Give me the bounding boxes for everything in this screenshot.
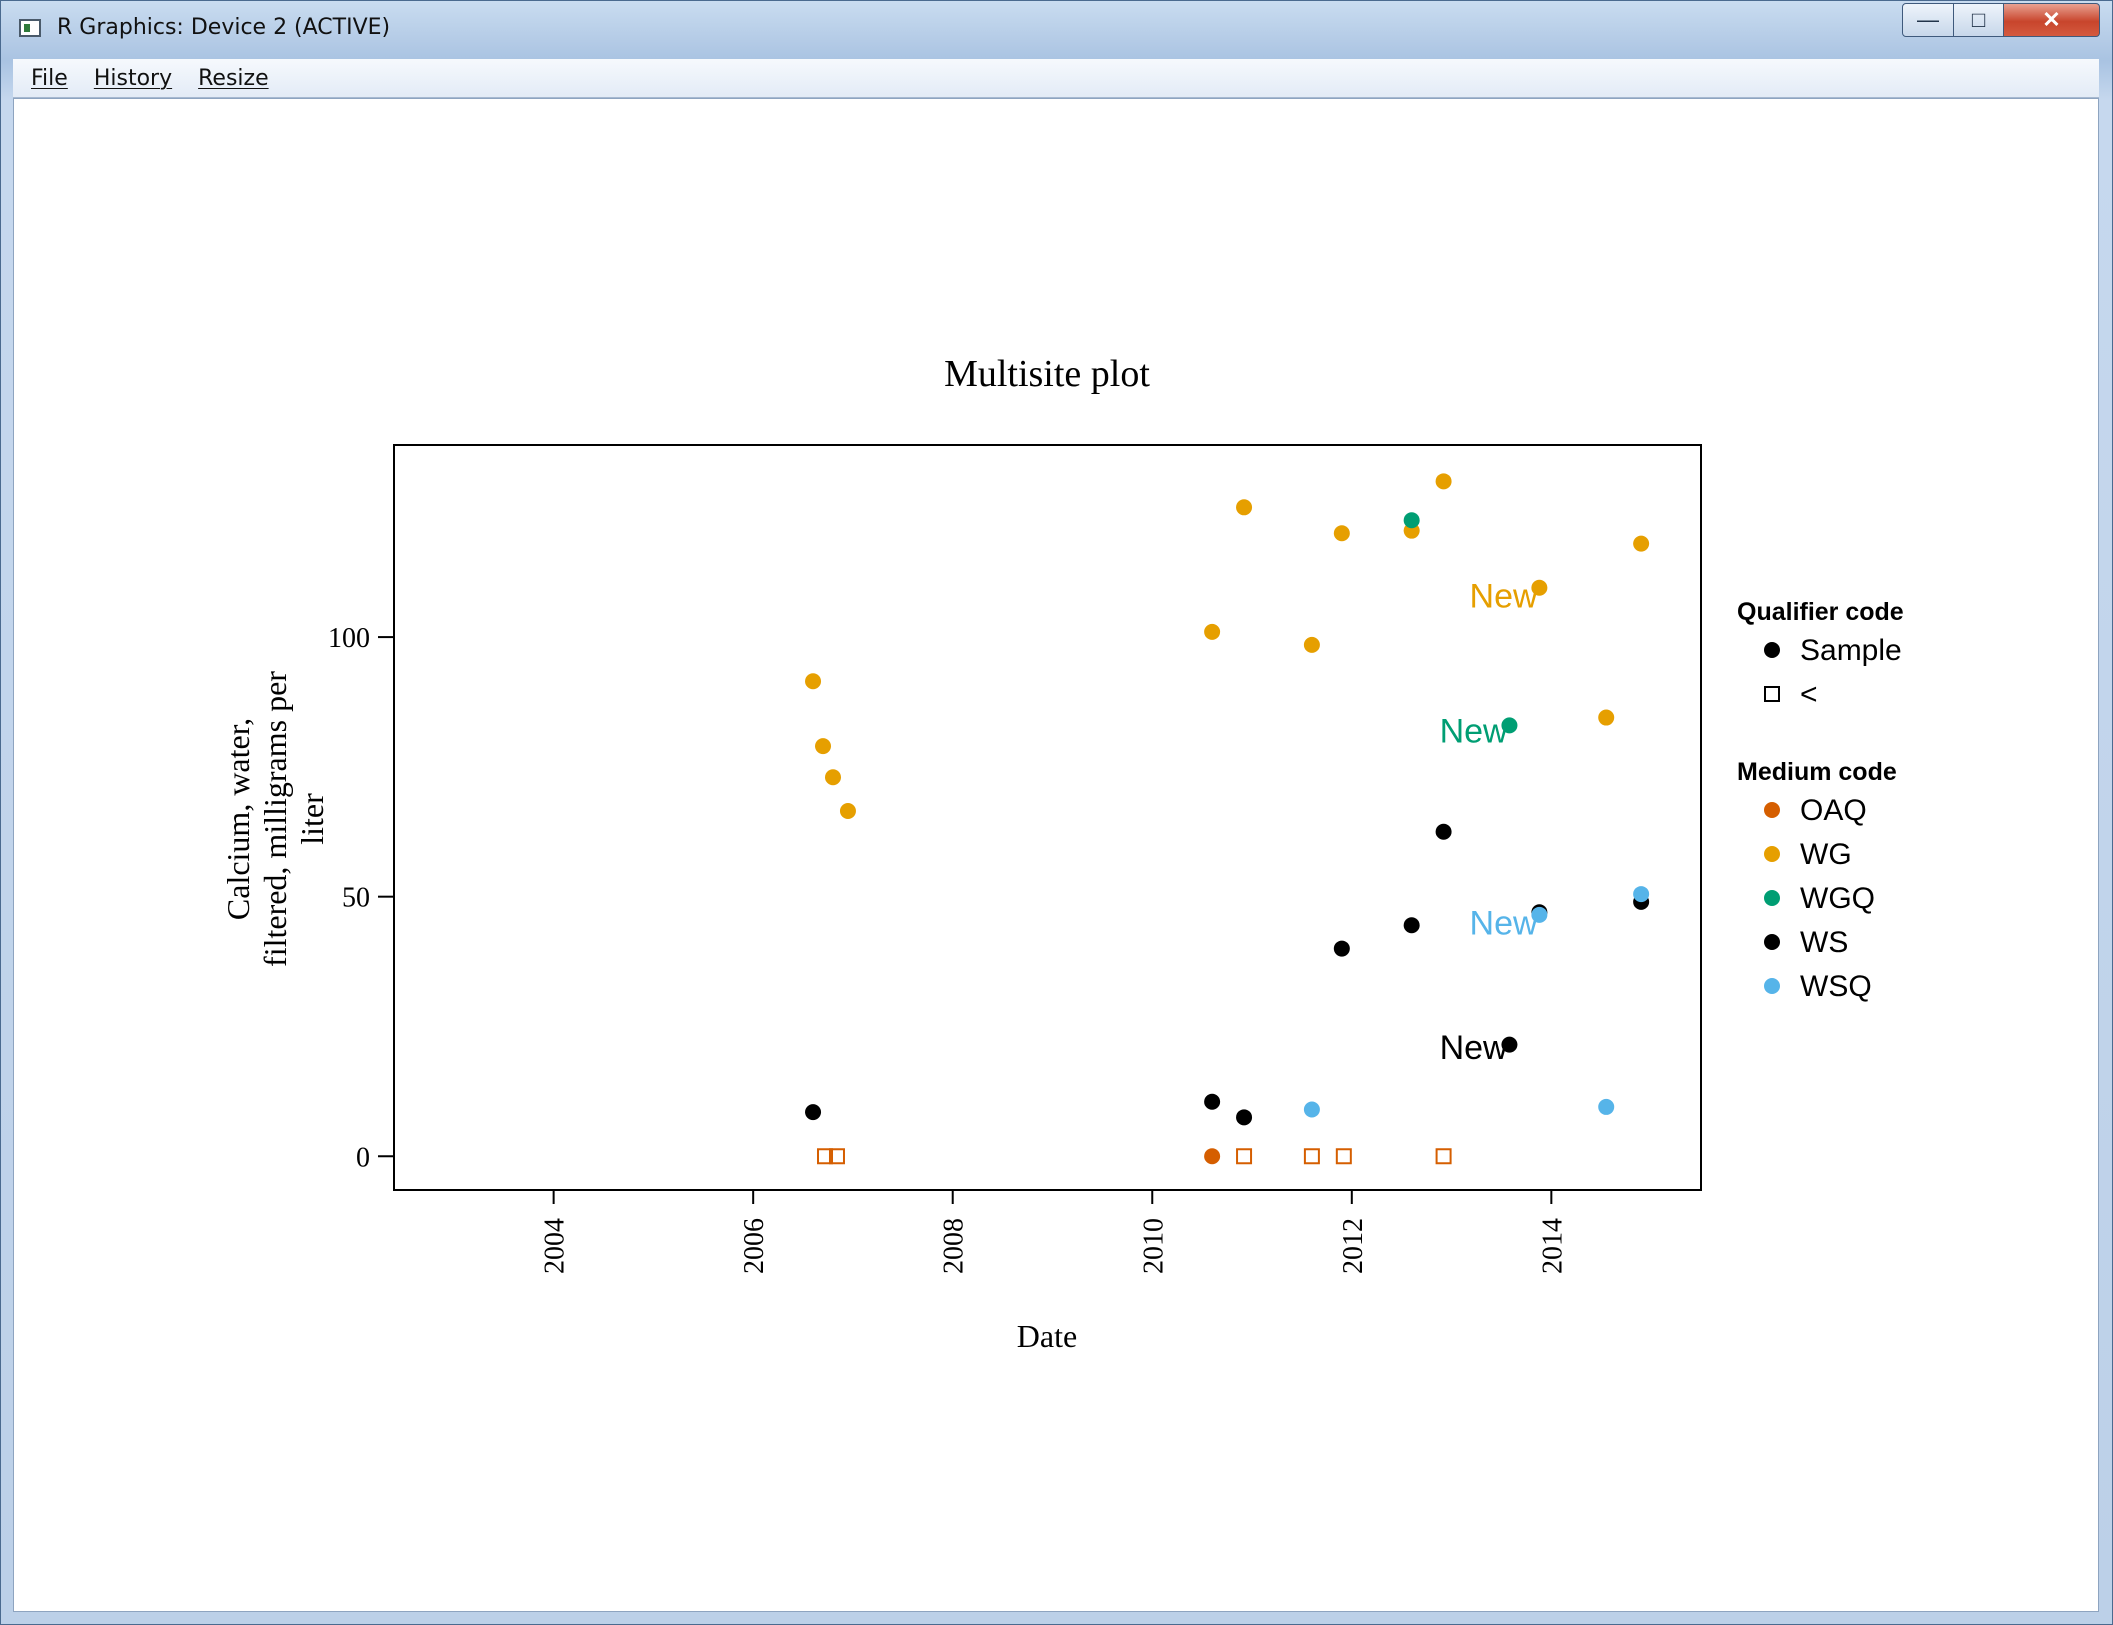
data-point xyxy=(1204,1148,1221,1165)
y-axis-label: Calcium, water, filtered, milligrams per… xyxy=(220,671,330,967)
window-title: R Graphics: Device 2 (ACTIVE) xyxy=(57,15,391,40)
legend-key-dot xyxy=(1764,978,1780,994)
data-point-square xyxy=(1335,1148,1352,1165)
x-tick-label: 2010 xyxy=(1138,1218,1169,1274)
legend-label: OAQ xyxy=(1800,794,1867,827)
data-point xyxy=(1403,917,1420,934)
title-bar[interactable]: R Graphics: Device 2 (ACTIVE) — □ ✕ xyxy=(1,1,2112,57)
data-point-square xyxy=(1236,1148,1253,1165)
legend-key-dot xyxy=(1764,642,1780,658)
data-point xyxy=(805,673,822,690)
legend-label: WGQ xyxy=(1800,882,1875,915)
menu-bar: File History Resize xyxy=(13,59,2099,98)
maximize-icon: □ xyxy=(1971,7,1986,32)
y-tick-label: 50 xyxy=(342,883,370,914)
data-point xyxy=(1598,1098,1615,1115)
annotation-label: New xyxy=(1470,905,1538,943)
x-tick-label: 2012 xyxy=(1338,1218,1369,1274)
window-controls: — □ ✕ xyxy=(1902,3,2100,39)
data-point-square xyxy=(817,1148,834,1165)
menu-resize[interactable]: Resize xyxy=(198,65,269,91)
legend-title: Medium code xyxy=(1737,758,1897,786)
x-axis-ticks: 2004 2006 2008 2010 2012 2014 xyxy=(540,1190,1568,1274)
menu-history[interactable]: History xyxy=(93,65,173,91)
data-point xyxy=(1236,499,1253,516)
y-axis-label-line-1: Calcium, water, xyxy=(220,718,256,920)
x-tick-label: 2014 xyxy=(1537,1218,1568,1274)
data-point xyxy=(815,738,832,755)
data-point xyxy=(1333,525,1350,542)
chart-title: Multisite plot xyxy=(944,353,1150,395)
data-point xyxy=(1236,1109,1253,1126)
y-axis-ticks: 0 50 100 xyxy=(328,623,394,1173)
legend-label: WG xyxy=(1800,838,1852,871)
data-point xyxy=(1204,1093,1221,1110)
data-point-square xyxy=(1303,1148,1320,1165)
y-tick-label: 0 xyxy=(356,1142,370,1173)
data-point xyxy=(1303,636,1320,653)
data-point xyxy=(1531,579,1548,596)
data-point xyxy=(1333,940,1350,957)
legend-key-dot xyxy=(1764,934,1780,950)
data-point xyxy=(839,803,856,820)
y-axis-label-line-2: filtered, milligrams per xyxy=(257,671,293,967)
data-point xyxy=(824,769,841,786)
legend-title: Qualifier code xyxy=(1737,598,1904,626)
legend: Qualifier code Sample < Medium code OAQ WG WGQ… xyxy=(1737,598,1904,1003)
x-tick-label: 2008 xyxy=(939,1218,970,1274)
data-point xyxy=(1633,535,1650,552)
menu-file[interactable]: File xyxy=(31,65,68,91)
data-point xyxy=(1204,623,1221,640)
legend-key-dot xyxy=(1764,890,1780,906)
multisite-scatter-plot: Multisite plot Date Calcium, water, filt… xyxy=(220,353,1904,1354)
x-axis-label: Date xyxy=(1017,1318,1077,1354)
r-graphics-icon[interactable] xyxy=(19,19,41,37)
data-point-square xyxy=(1435,1148,1452,1165)
minimize-icon: — xyxy=(1917,7,1939,32)
legend-label: WS xyxy=(1800,926,1848,959)
legend-key-square xyxy=(1764,686,1780,702)
legend-label: WSQ xyxy=(1800,970,1872,1003)
minimize-button[interactable]: — xyxy=(1902,3,1954,37)
data-point xyxy=(1403,512,1420,529)
data-point xyxy=(805,1104,822,1121)
data-point xyxy=(1633,886,1650,903)
legend-label: Sample xyxy=(1800,634,1902,667)
maximize-button[interactable]: □ xyxy=(1954,3,2004,37)
y-axis-label-line-3: liter xyxy=(294,793,330,845)
data-point xyxy=(1501,717,1518,734)
data-point xyxy=(1435,473,1452,490)
x-tick-label: 2006 xyxy=(739,1218,770,1274)
legend-key-dot xyxy=(1764,846,1780,862)
data-point xyxy=(1598,709,1615,726)
y-tick-label: 100 xyxy=(328,623,370,654)
annotations: New New New New xyxy=(1440,578,1538,1068)
close-button[interactable]: ✕ xyxy=(2004,3,2100,37)
data-point xyxy=(1501,1036,1518,1053)
annotation-label: New xyxy=(1440,713,1508,751)
graphics-canvas: Multisite plot Date Calcium, water, filt… xyxy=(13,98,2099,1612)
data-point xyxy=(1531,906,1548,923)
data-point xyxy=(1303,1101,1320,1118)
data-point-square xyxy=(828,1148,845,1165)
annotation-label: New xyxy=(1440,1029,1508,1067)
data-point xyxy=(1435,823,1452,840)
data-points xyxy=(805,473,1650,1165)
close-icon: ✕ xyxy=(2042,7,2061,32)
x-tick-label: 2004 xyxy=(540,1218,571,1274)
annotation-label: New xyxy=(1470,578,1538,616)
plot-frame xyxy=(393,444,1702,1191)
legend-label: < xyxy=(1800,678,1818,711)
legend-key-dot xyxy=(1764,802,1780,818)
